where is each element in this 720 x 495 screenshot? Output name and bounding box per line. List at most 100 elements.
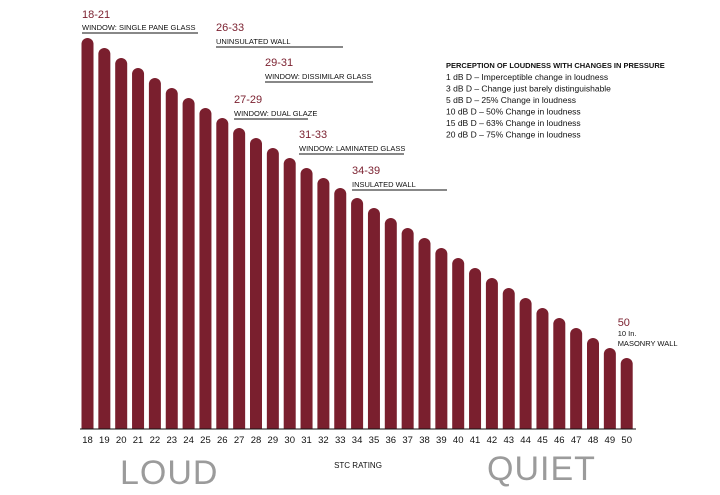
tick-label-21: 21: [133, 435, 144, 446]
tick-label-49: 49: [605, 435, 616, 446]
legend-item: 3 dB D – Change just barely distinguisha…: [446, 84, 611, 94]
annotation-label: WINDOW: DISSIMILAR GLASS: [265, 72, 372, 81]
annotation-18-21: 18-21 WINDOW: SINGLE PANE GLASS: [82, 9, 198, 34]
annotation-label: WINDOW: SINGLE PANE GLASS: [82, 23, 196, 32]
tick-labels-group: 18 19 20 21 22 23 24 25 26 27 28 29 30 31 32 33 34 35 36 37…: [82, 435, 632, 446]
bar-39: [435, 248, 448, 429]
annotation-label-line: MASONRY WALL: [618, 339, 678, 348]
bar-30: [283, 158, 296, 429]
bar-38: [418, 238, 431, 429]
bar-48: [587, 338, 599, 429]
legend-item: 20 dB D – 75% Change in loudness: [446, 130, 581, 140]
bar-25: [199, 108, 212, 429]
bar-24: [182, 98, 195, 429]
annotation-31-33: 31-33 WINDOW: LAMINATED GLASS: [299, 129, 405, 155]
tick-label-36: 36: [386, 435, 397, 446]
bar-37: [401, 228, 414, 429]
annotation-range: 18-21: [82, 9, 110, 21]
tick-label-50: 50: [621, 435, 632, 446]
annotation-label: WINDOW: LAMINATED GLASS: [299, 144, 405, 153]
bar-36: [384, 218, 397, 429]
tick-label-24: 24: [183, 435, 194, 446]
bar-50: [620, 358, 633, 429]
tick-label-22: 22: [150, 435, 161, 446]
legend-item: 15 dB D – 63% Change in loudness: [446, 118, 581, 128]
tick-label-28: 28: [251, 435, 262, 446]
bar-23: [165, 88, 178, 429]
annotation-27-29: 27-29 WINDOW: DUAL GLAZE: [234, 94, 317, 120]
annotation-range: 50: [618, 317, 630, 329]
tick-label-39: 39: [436, 435, 447, 446]
bar-32: [317, 178, 330, 429]
bar-45: [536, 308, 549, 429]
bar-42: [485, 278, 498, 429]
legend-item: 1 dB D – Imperceptible change in loudnes…: [446, 72, 608, 82]
bar-27: [233, 128, 246, 429]
bar-40: [452, 258, 465, 429]
bar-49: [603, 348, 616, 429]
bar-33: [334, 188, 347, 429]
bar-20: [115, 58, 128, 429]
annotation-range: 27-29: [234, 94, 262, 106]
x-axis-title: STC RATING: [334, 461, 382, 470]
bar-41: [469, 268, 482, 429]
annotation-label-line: 10 In.: [618, 329, 637, 338]
annotation-range: 26-33: [216, 22, 244, 34]
tick-label-46: 46: [554, 435, 565, 446]
tick-label-42: 42: [487, 435, 498, 446]
tick-label-18: 18: [82, 435, 93, 446]
tick-label-29: 29: [268, 435, 279, 446]
tick-label-20: 20: [116, 435, 127, 446]
bar-46: [553, 318, 566, 429]
tick-label-43: 43: [503, 435, 514, 446]
annotation-label: WINDOW: DUAL GLAZE: [234, 109, 317, 118]
legend: PERCEPTION OF LOUDNESS WITH CHANGES IN P…: [446, 61, 665, 140]
annotation-range: 34-39: [352, 165, 380, 177]
tick-label-47: 47: [571, 435, 582, 446]
legend-item: 5 dB D – 25% Change in loudness: [446, 95, 576, 105]
annotation-range: 29-31: [265, 57, 293, 69]
tick-label-27: 27: [234, 435, 245, 446]
bars-group: [81, 38, 633, 430]
annotation-26-33: 26-33 UNINSULATED WALL: [216, 22, 343, 48]
tick-label-44: 44: [520, 435, 531, 446]
tick-label-40: 40: [453, 435, 464, 446]
tick-label-48: 48: [588, 435, 599, 446]
annotation-29-31: 29-31 WINDOW: DISSIMILAR GLASS: [265, 57, 373, 83]
bar-34: [351, 198, 364, 429]
bar-44: [519, 298, 532, 429]
quiet-label: QUIET: [487, 450, 596, 488]
bar-21: [132, 68, 145, 429]
tick-label-19: 19: [99, 435, 110, 446]
annotations-group: 18-21 WINDOW: SINGLE PANE GLASS 26-33 UNINS…: [82, 9, 678, 348]
annotation-label: INSULATED WALL: [352, 180, 416, 189]
bar-19: [98, 48, 111, 429]
tick-label-41: 41: [470, 435, 481, 446]
tick-label-33: 33: [335, 435, 346, 446]
bar-31: [300, 168, 313, 429]
bar-29: [266, 148, 279, 429]
tick-label-37: 37: [402, 435, 413, 446]
tick-label-25: 25: [200, 435, 211, 446]
legend-title: PERCEPTION OF LOUDNESS WITH CHANGES IN P…: [446, 61, 665, 70]
bar-26: [216, 118, 229, 430]
annotation-range: 31-33: [299, 129, 327, 141]
tick-label-34: 34: [352, 435, 363, 446]
bar-47: [570, 328, 583, 429]
annotation-label: UNINSULATED WALL: [216, 37, 291, 46]
tick-label-38: 38: [419, 435, 430, 446]
legend-item: 10 dB D – 50% Change in loudness: [446, 107, 581, 117]
bar-22: [148, 78, 161, 429]
tick-label-31: 31: [301, 435, 312, 446]
tick-label-45: 45: [537, 435, 548, 446]
bar-28: [250, 138, 262, 429]
bar-35: [367, 208, 380, 429]
bar-18: [81, 38, 94, 429]
tick-label-32: 32: [318, 435, 329, 446]
tick-label-23: 23: [166, 435, 177, 446]
annotation-34-39: 34-39 INSULATED WALL: [352, 165, 447, 191]
tick-label-30: 30: [284, 435, 295, 446]
tick-label-35: 35: [369, 435, 380, 446]
